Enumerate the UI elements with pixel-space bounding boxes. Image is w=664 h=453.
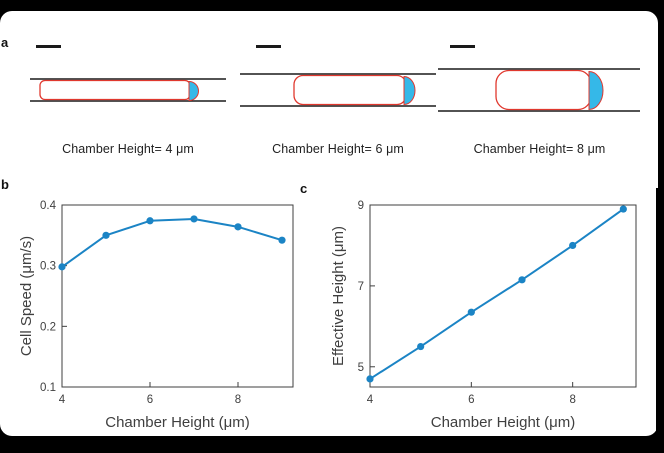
effective-height-chart: 4 6 8 5 7 9 Chamber Height (μm) Effective Heigh…: [330, 200, 637, 431]
figure-page: a Chamber Height= 4 μm Chamber Height= 6…: [0, 11, 658, 436]
cell-protrusion: [403, 75, 416, 106]
data-point: [569, 241, 577, 250]
y-tick-label: 5: [358, 362, 364, 374]
schematic-chamber-6um: Chamber Height= 6 μm: [238, 41, 438, 156]
right-black-band: [656, 188, 664, 436]
series-line: [61, 217, 283, 268]
axis-box: [61, 204, 294, 388]
data-point: [467, 308, 475, 316]
cell-outline: [495, 69, 592, 111]
data-point: [518, 276, 526, 284]
x-tick-label: 8: [569, 394, 575, 406]
cell-outline: [39, 79, 191, 101]
schematic-6um-drawing: [240, 45, 436, 107]
y-tick-label: 0.3: [40, 261, 56, 273]
data-point: [278, 236, 286, 244]
data-point: [234, 223, 242, 231]
data-point: [102, 231, 110, 239]
y-tick-label: 9: [358, 200, 364, 212]
schematic-caption-6um: Chamber Height= 6 μm: [272, 142, 404, 156]
y-tick-label: 0.2: [40, 321, 56, 333]
y-tick-label: 7: [358, 281, 364, 293]
data-point: [417, 342, 425, 351]
schematic-4um-drawing: [30, 45, 226, 102]
cell-protrusion: [588, 70, 604, 111]
data-point: [146, 217, 154, 225]
x-axis-label: Chamber Height (μm): [105, 414, 250, 431]
y-axis-label: Cell Speed (μm/s): [18, 236, 35, 356]
data-point: [366, 375, 374, 383]
cell-speed-chart: 4 6 8 0.1 0.2 0.3 0.4 Chamber Height (μm) Cell S…: [18, 200, 294, 431]
data-point: [58, 263, 66, 271]
panel-c-label: c: [300, 181, 308, 196]
series-line: [369, 208, 624, 380]
schematic-8um-drawing: [438, 45, 640, 112]
scale-bar: [450, 45, 475, 48]
data-point: [190, 215, 198, 223]
cell-outline: [293, 74, 407, 106]
scale-bar: [256, 45, 281, 48]
x-tick-label: 4: [367, 394, 374, 406]
panel-a-label: a: [1, 35, 9, 50]
panel-b-label: b: [1, 177, 9, 192]
schematic-chamber-8um: Chamber Height= 8 μm: [436, 41, 643, 156]
schematic-caption-4um: Chamber Height= 4 μm: [62, 142, 194, 156]
x-tick-label: 4: [59, 394, 66, 406]
x-axis-label: Chamber Height (μm): [431, 414, 576, 431]
x-tick-label: 6: [468, 394, 474, 406]
x-tick-label: 8: [235, 394, 241, 406]
schematic-chamber-4um: Chamber Height= 4 μm: [28, 41, 228, 156]
y-axis-label: Effective Height (μm): [330, 226, 347, 366]
y-tick-label: 0.4: [40, 200, 57, 212]
axis-box: [369, 204, 637, 388]
data-point: [619, 205, 627, 213]
cell-protrusion: [188, 80, 199, 102]
x-tick-label: 6: [147, 394, 153, 406]
y-tick-label: 0.1: [40, 382, 56, 394]
scale-bar: [36, 45, 61, 48]
schematic-caption-8um: Chamber Height= 8 μm: [473, 142, 606, 156]
